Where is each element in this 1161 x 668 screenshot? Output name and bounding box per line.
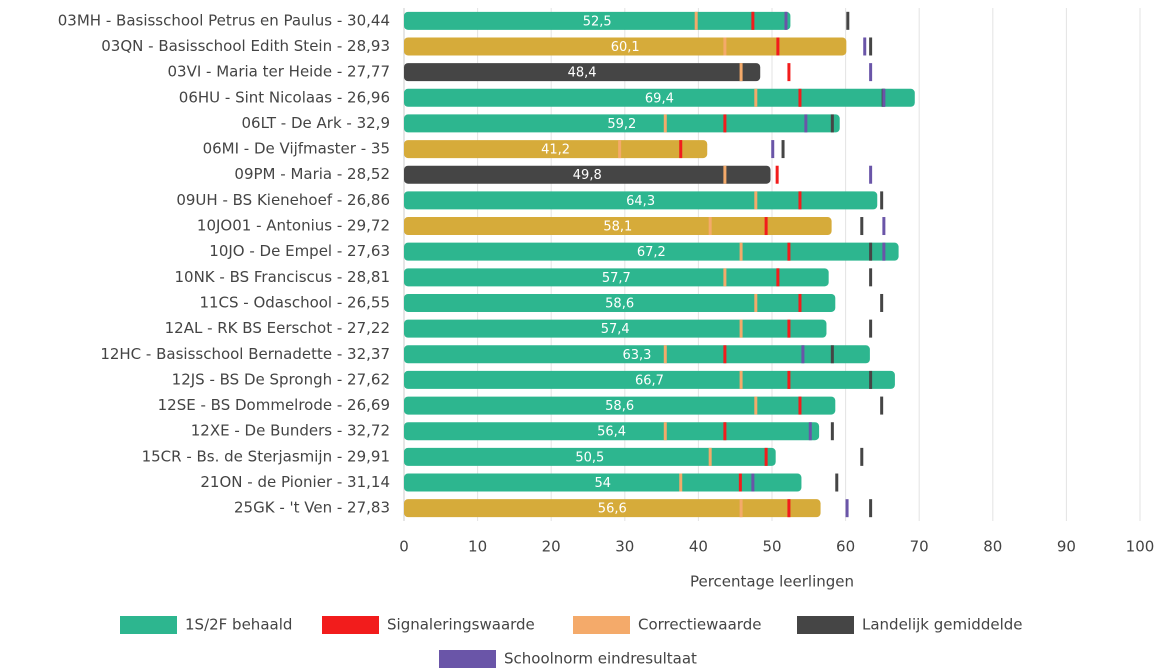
bar bbox=[404, 473, 802, 492]
bar bbox=[404, 242, 899, 261]
value-label: 67,2 bbox=[637, 245, 666, 260]
bar bbox=[404, 88, 915, 107]
legend-swatch bbox=[573, 616, 630, 634]
value-label: 52,5 bbox=[583, 14, 612, 29]
legend-label: Signaleringswaarde bbox=[387, 616, 535, 634]
bar bbox=[404, 191, 878, 210]
legend-swatch bbox=[120, 616, 177, 634]
y-tick-label: 12HC - Basisschool Bernadette - 32,37 bbox=[100, 345, 390, 363]
x-tick-label: 80 bbox=[983, 538, 1002, 556]
value-label: 50,5 bbox=[575, 450, 604, 465]
value-label: 56,6 bbox=[598, 502, 627, 517]
bar bbox=[404, 319, 827, 338]
value-label: 49,8 bbox=[573, 168, 602, 183]
y-tick-label: 06LT - De Ark - 32,9 bbox=[242, 114, 391, 132]
x-tick-label: 90 bbox=[1057, 538, 1076, 556]
value-label: 58,6 bbox=[605, 296, 634, 311]
x-tick-label: 60 bbox=[836, 538, 855, 556]
y-tick-label: 25GK - 't Ven - 27,83 bbox=[234, 499, 390, 517]
y-tick-label: 09PM - Maria - 28,52 bbox=[234, 165, 390, 183]
bar bbox=[404, 165, 771, 184]
y-tick-label: 03QN - Basisschool Edith Stein - 28,93 bbox=[101, 37, 390, 55]
legend-swatch bbox=[797, 616, 854, 634]
bar bbox=[404, 217, 832, 236]
value-label: 58,6 bbox=[605, 399, 634, 414]
x-tick-label: 10 bbox=[468, 538, 487, 556]
value-label: 57,4 bbox=[601, 322, 630, 337]
bar bbox=[404, 345, 870, 364]
bar bbox=[404, 293, 836, 312]
value-label: 56,4 bbox=[597, 425, 626, 440]
y-tick-label: 15CR - Bs. de Sterjasmijn - 29,91 bbox=[142, 447, 390, 465]
legend-label: Correctiewaarde bbox=[638, 616, 761, 634]
bar bbox=[404, 396, 836, 415]
y-tick-label: 06HU - Sint Nicolaas - 26,96 bbox=[179, 88, 390, 106]
y-tick-label: 11CS - Odaschool - 26,55 bbox=[199, 293, 390, 311]
x-tick-label: 70 bbox=[910, 538, 929, 556]
value-label: 60,1 bbox=[611, 40, 640, 55]
value-label: 48,4 bbox=[568, 66, 597, 81]
bar bbox=[404, 447, 776, 466]
value-label: 54 bbox=[594, 476, 611, 491]
value-label: 69,4 bbox=[645, 91, 674, 106]
x-tick-label: 20 bbox=[542, 538, 561, 556]
legend-label: Landelijk gemiddelde bbox=[862, 616, 1022, 634]
bar bbox=[404, 63, 761, 82]
y-tick-label: 10NK - BS Franciscus - 28,81 bbox=[174, 268, 390, 286]
value-label: 58,1 bbox=[603, 220, 632, 235]
x-tick-label: 50 bbox=[762, 538, 781, 556]
y-tick-label: 06MI - De Vijfmaster - 35 bbox=[203, 140, 390, 158]
bar bbox=[404, 499, 821, 518]
y-tick-label: 09UH - BS Kienehoef - 26,86 bbox=[176, 191, 390, 209]
y-tick-label: 12XE - De Bunders - 32,72 bbox=[191, 422, 390, 440]
y-tick-label: 12JS - BS De Sprongh - 27,62 bbox=[172, 370, 390, 388]
value-label: 63,3 bbox=[622, 348, 651, 363]
legend-label: 1S/2F behaald bbox=[185, 616, 292, 634]
legend-label: Schoolnorm eindresultaat bbox=[504, 650, 697, 668]
value-label: 41,2 bbox=[541, 143, 570, 158]
value-label: 66,7 bbox=[635, 373, 664, 388]
bar bbox=[404, 268, 829, 287]
bar bbox=[404, 140, 708, 159]
value-label: 64,3 bbox=[626, 194, 655, 209]
bar bbox=[404, 422, 820, 441]
y-tick-label: 03MH - Basisschool Petrus en Paulus - 30… bbox=[58, 11, 390, 29]
bar bbox=[404, 11, 791, 30]
x-tick-label: 30 bbox=[615, 538, 634, 556]
bar bbox=[404, 370, 895, 389]
y-tick-label: 12SE - BS Dommelrode - 26,69 bbox=[158, 396, 390, 414]
y-tick-label: 12AL - RK BS Eerschot - 27,22 bbox=[165, 319, 390, 337]
y-tick-label: 10JO01 - Antonius - 29,72 bbox=[197, 217, 390, 235]
x-tick-label: 0 bbox=[399, 538, 409, 556]
legend-swatch bbox=[439, 650, 496, 668]
y-tick-label: 03VI - Maria ter Heide - 27,77 bbox=[167, 63, 390, 81]
bar bbox=[404, 114, 840, 133]
value-label: 57,7 bbox=[602, 271, 631, 286]
legend-swatch bbox=[322, 616, 379, 634]
y-tick-label: 21ON - de Pionier - 31,14 bbox=[200, 473, 390, 491]
y-tick-label: 10JO - De Empel - 27,63 bbox=[209, 242, 390, 260]
x-tick-label: 100 bbox=[1126, 538, 1155, 556]
value-label: 59,2 bbox=[607, 117, 636, 132]
bar bbox=[404, 37, 847, 56]
x-tick-label: 40 bbox=[689, 538, 708, 556]
x-axis-title: Percentage leerlingen bbox=[690, 573, 854, 591]
